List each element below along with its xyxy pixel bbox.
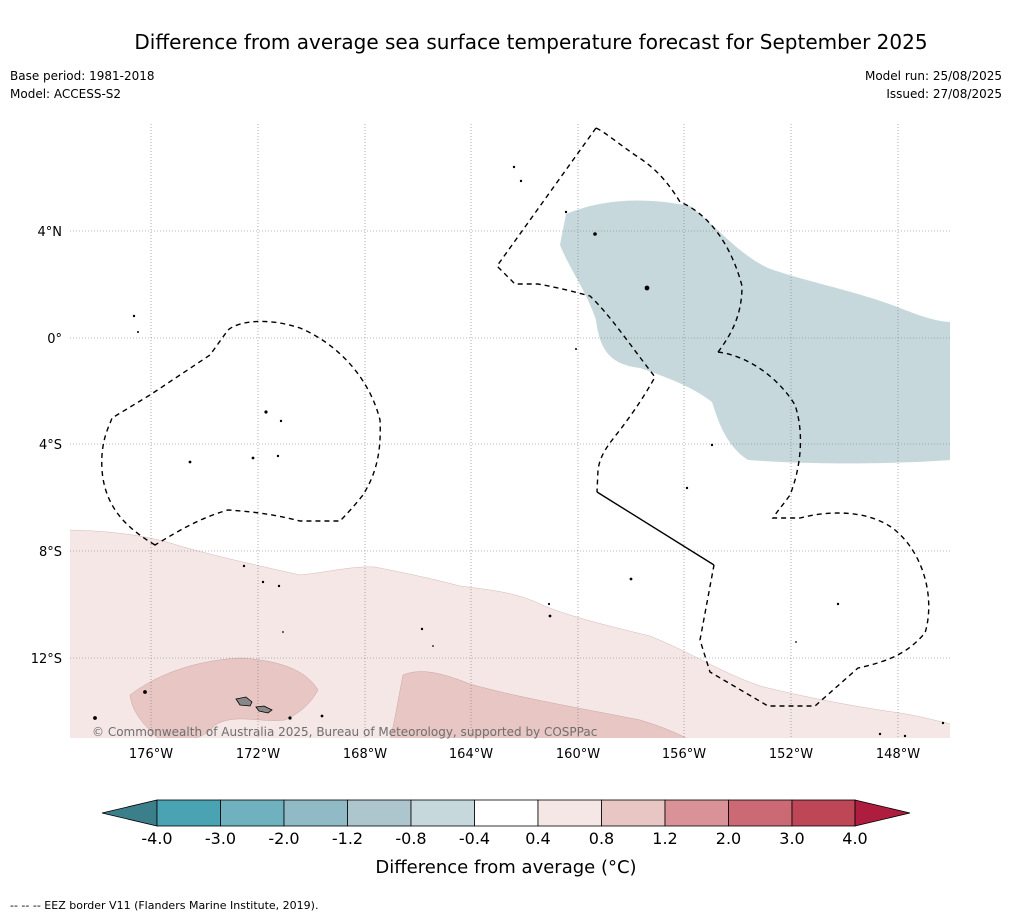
colorbar-segment	[791, 799, 856, 827]
lat-label: 4°N	[38, 225, 63, 240]
meta-left: Base period: 1981-2018 Model: ACCESS-S2	[10, 67, 155, 103]
colorbar-segment	[283, 799, 348, 827]
samoa-islands	[235, 696, 273, 714]
eez-border-kiribati-east	[699, 351, 930, 707]
eez-solid-border	[596, 491, 715, 566]
colorbar-segment	[220, 799, 285, 827]
colorbar-ticks: -4.0 -3.0 -2.0 -1.2 -0.8 -0.4 0.4 0.8 1.…	[141, 829, 867, 848]
islands	[93, 165, 945, 738]
colorbar-segment	[156, 799, 221, 827]
colorbar-tick-label: -1.2	[332, 829, 363, 848]
map-title: Difference from average sea surface temp…	[134, 30, 928, 54]
model-run: Model run: 25/08/2025	[864, 69, 1002, 83]
lat-label: 0°	[47, 332, 62, 347]
lon-label: 156°W	[662, 747, 706, 762]
lon-label: 160°W	[556, 747, 600, 762]
eez-border-tokelau	[101, 320, 381, 546]
colorbar-tick-label: -2.0	[268, 829, 299, 848]
colorbar-tick-label: 2.0	[716, 829, 741, 848]
lon-label: 176°W	[129, 747, 173, 762]
eez-border-kiribati-north	[595, 127, 743, 353]
lon-label: 168°W	[343, 747, 387, 762]
lat-labels: 4°N 0° 4°S 8°S 12°S	[31, 225, 62, 667]
lat-label: 4°S	[39, 438, 62, 453]
colorbar-segment	[410, 799, 475, 827]
graticule	[70, 124, 950, 738]
issued-date: Issued: 27/08/2025	[886, 87, 1002, 101]
lat-label: 12°S	[31, 652, 62, 667]
colorbar-segment	[728, 799, 793, 827]
eez-borders	[101, 127, 930, 707]
colorbar-tick-label: 3.0	[779, 829, 804, 848]
colorbar-segment	[347, 799, 412, 827]
colorbar-extend-high	[854, 799, 911, 827]
colorbar-segment	[601, 799, 666, 827]
cool-anomaly-region	[560, 200, 950, 464]
lon-labels: 176°W 172°W 168°W 164°W 160°W 156°W 152°…	[129, 747, 920, 762]
colorbar-tick-label: 0.8	[589, 829, 614, 848]
copyright-text: © Commonwealth of Australia 2025, Bureau…	[92, 725, 597, 739]
colorbar-segment	[537, 799, 602, 827]
lon-label: 164°W	[449, 747, 493, 762]
footer-legend: -- -- -- EEZ border V11 (Flanders Marine…	[10, 899, 319, 912]
colorbar-tick-label: -4.0	[141, 829, 172, 848]
colorbar-segment	[474, 799, 539, 827]
colorbar-label: Difference from average (°C)	[375, 857, 636, 878]
colorbar-tick-label: 4.0	[842, 829, 867, 848]
base-period: Base period: 1981-2018	[10, 69, 155, 83]
meta-right: Model run: 25/08/2025 Issued: 27/08/2025	[865, 67, 1002, 103]
lon-label: 152°W	[769, 747, 813, 762]
model-name: Model: ACCESS-S2	[10, 87, 122, 101]
colorbar-tick-label: 1.2	[652, 829, 677, 848]
lon-label: 172°W	[236, 747, 280, 762]
colorbar-tick-label: -0.8	[395, 829, 426, 848]
colorbar-extend-low	[101, 799, 158, 827]
colorbar-segment	[664, 799, 729, 827]
colorbar-tick-label: -0.4	[459, 829, 490, 848]
warm-pocket-central	[390, 671, 687, 738]
colorbar-tick-label: 0.4	[525, 829, 550, 848]
colorbar	[101, 799, 911, 827]
colorbar-tick-label: -3.0	[205, 829, 236, 848]
lat-label: 8°S	[39, 545, 62, 560]
map-area	[70, 124, 950, 738]
eez-border-kiribati-west	[496, 127, 656, 493]
lon-label: 148°W	[876, 747, 920, 762]
